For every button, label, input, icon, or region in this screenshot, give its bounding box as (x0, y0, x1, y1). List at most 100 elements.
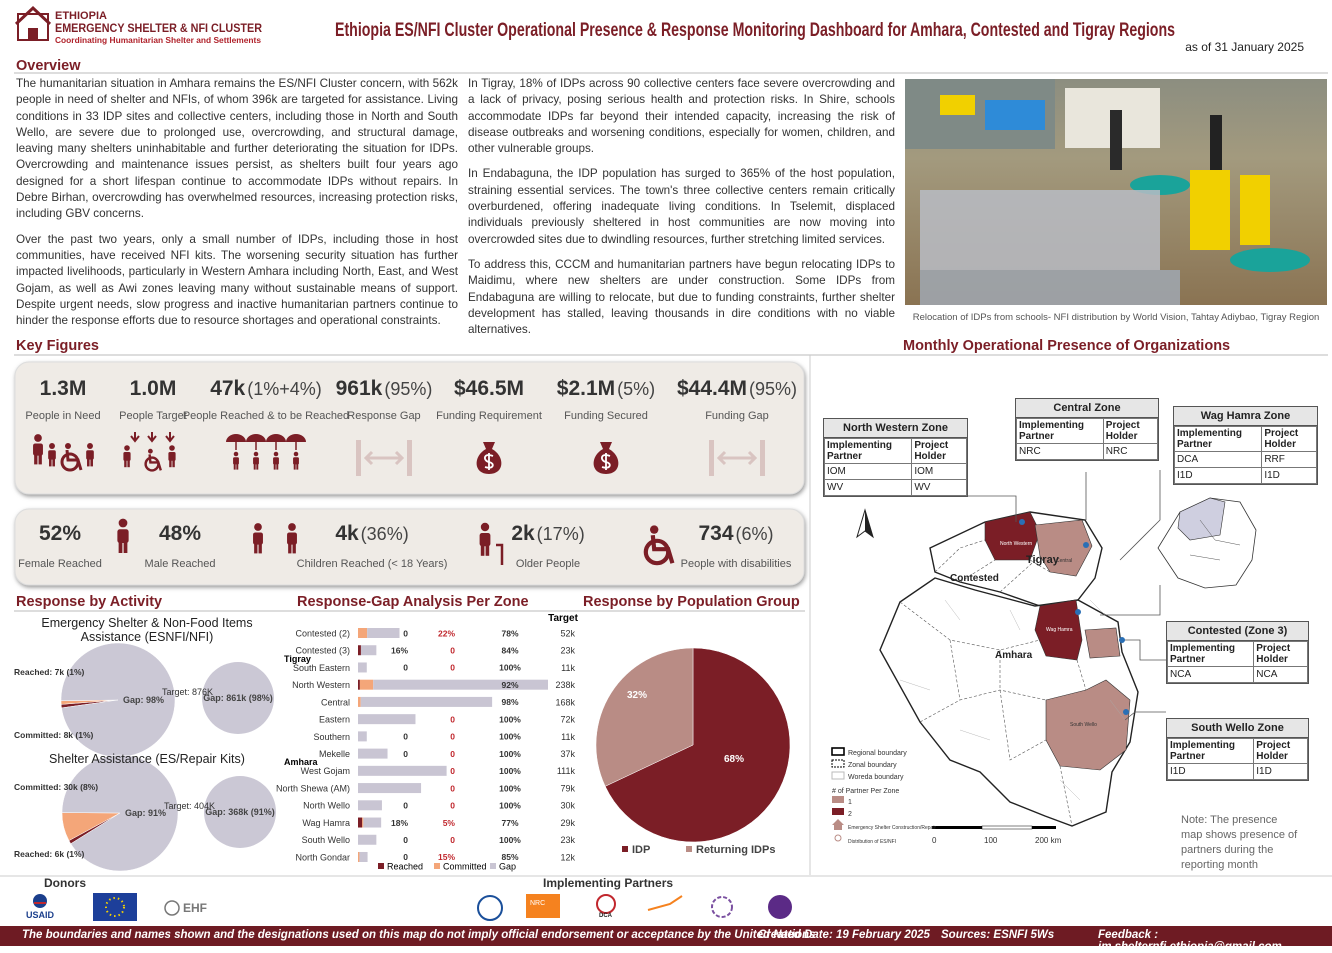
icon-part (38, 454, 42, 465)
figure-label: People Target (119, 410, 187, 422)
figure-number: $44.4M (677, 377, 747, 400)
partner-cell: I1D (1253, 763, 1308, 780)
figure-number: $2.1M (557, 377, 615, 400)
gap-circle (204, 776, 276, 848)
header-cell: Project Holder (1253, 738, 1308, 764)
value-label: 18% (391, 818, 408, 828)
icon (601, 453, 611, 470)
report-date: as of 31 January 2025 (1185, 40, 1304, 54)
icon (148, 454, 162, 471)
value-label: 98% (501, 697, 518, 707)
gap-label: Gap: 98% (123, 695, 164, 705)
logo-text: NRC (530, 900, 545, 907)
partner-cell: NCA (1253, 666, 1308, 683)
bar-segment (358, 696, 361, 707)
chart-title: Shelter Assistance (ES/Repair Kits) (49, 752, 245, 766)
icon-part (292, 543, 296, 554)
figure-note: (95%) (749, 379, 797, 399)
bar-segment (360, 696, 493, 707)
org-line: ETHIOPIA (55, 10, 107, 22)
partner-table: Implementing Partner Project Holder NCA NCA (1166, 641, 1308, 683)
category-label: South Eastern (293, 663, 350, 673)
value-label: 0 (450, 732, 455, 742)
figure-value: 1.3M (40, 377, 87, 400)
section-title: Overview (16, 58, 81, 74)
icon-part (288, 523, 296, 531)
figure-number: 961k (336, 377, 383, 400)
header-cell: Project Holder (911, 438, 967, 464)
header-cell: Implementing Partner (1166, 738, 1255, 764)
region-label: Amhara (995, 650, 1033, 661)
scale-label: 100 (984, 836, 998, 845)
icon (148, 448, 153, 454)
value-label: 100% (499, 732, 521, 742)
icon-part (117, 529, 129, 543)
icon-part (123, 452, 131, 461)
value-label: 0 (403, 749, 408, 759)
value-label: 16% (391, 645, 408, 655)
figure-value: 52% (39, 522, 81, 545)
icon (253, 451, 259, 470)
legend-label: Zonal boundary (848, 762, 897, 769)
icon-part (118, 541, 123, 553)
category-label: South Wello (302, 835, 350, 845)
value-label: 32% (627, 690, 647, 701)
zone-label: North Western (1000, 541, 1032, 547)
partner-row: NRC NRC (1016, 443, 1159, 460)
figure-number: 52% (39, 522, 81, 545)
partner-row: NCA NCA (1166, 666, 1308, 683)
icon-part (87, 458, 90, 467)
icon-part (233, 457, 239, 465)
legend-label: Gap (499, 861, 516, 871)
section-title: Response-Gap Analysis Per Zone (297, 594, 529, 610)
target-label: Target: 876K (162, 687, 213, 697)
cluster-logo (14, 5, 52, 41)
icon-part (168, 452, 176, 461)
icon (123, 445, 131, 468)
group-label: Tigray (284, 654, 311, 664)
figure-label: Response Gap (347, 410, 420, 422)
created-date: Created Date: 19 February 2025 (758, 929, 930, 941)
value-label: Reached: 6k (1%) (14, 849, 85, 859)
value-label: 100% (499, 714, 521, 724)
partner-cell: DCA (1173, 451, 1263, 468)
section-title: Response by Population Group (583, 594, 800, 610)
icon (356, 440, 361, 476)
header-cell: Implementing Partner (823, 438, 913, 464)
legend-label: 1 (848, 799, 852, 806)
legend-swatch (622, 846, 628, 852)
value-label: 0 (403, 801, 408, 811)
figure-label: Funding Requirement (436, 410, 542, 422)
icon-part (258, 543, 262, 554)
icon-part (293, 451, 299, 457)
icon (117, 518, 129, 553)
value-label: 68% (724, 754, 744, 765)
bar-segment (358, 851, 360, 862)
partner-table: Implementing Partner Project Holder NRC NRC (1016, 418, 1159, 460)
target-label: 11k (561, 732, 575, 742)
bar-segment (358, 783, 422, 794)
icon (716, 450, 758, 466)
target-label: 23k (560, 835, 575, 845)
icon-part (169, 460, 172, 468)
icon-part (273, 451, 279, 457)
overview-right: In Tigray, 18% of IDPs across 90 collect… (468, 76, 895, 347)
target-label: 23k (560, 646, 575, 656)
value-label: 100% (499, 766, 521, 776)
category-label: Mekelle (319, 749, 350, 759)
category-label: Central (321, 697, 350, 707)
group-label: Amhara (284, 757, 319, 767)
partner-cell: NRC (1016, 443, 1104, 460)
logo-text: DCA (599, 913, 613, 919)
scale-label: 0 (932, 836, 937, 845)
header-row: Implementing Partner Project Holder (1166, 738, 1308, 764)
icon-part (273, 463, 276, 470)
gap-total: Gap: 368k (91%) (205, 807, 275, 817)
org-line: Coordinating Humanitarian Shelter and Se… (55, 35, 261, 45)
partner-cell: NRC (1102, 443, 1159, 460)
icon-part (480, 522, 490, 532)
icon (479, 522, 491, 556)
figure-number: 48% (159, 522, 201, 545)
paragraph: The humanitarian situation in Amhara rem… (16, 77, 458, 221)
